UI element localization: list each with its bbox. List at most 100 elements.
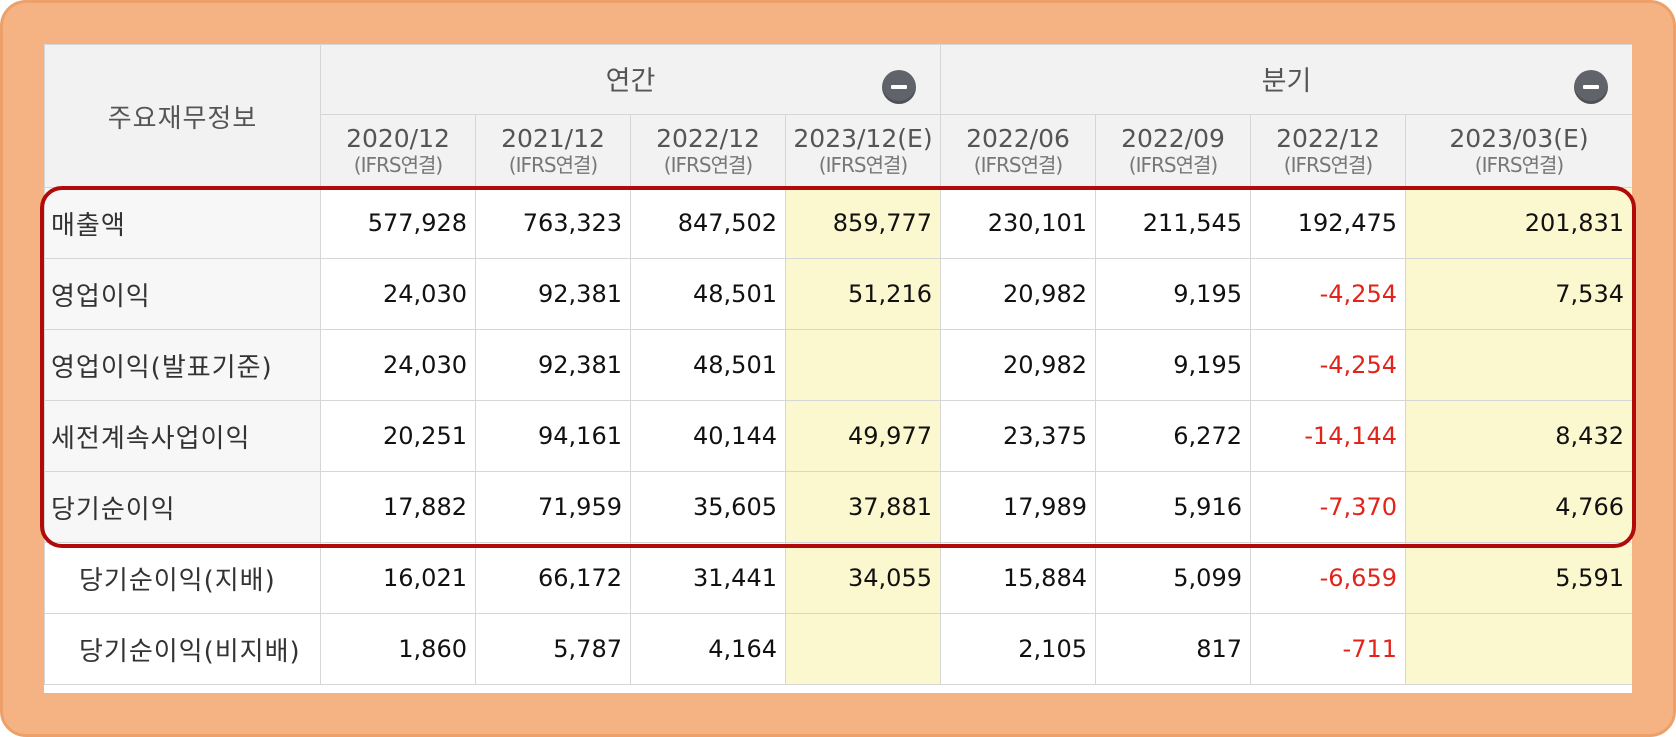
row-label: 세전계속사업이익 bbox=[44, 400, 321, 472]
value-cell: 5,591 bbox=[1405, 542, 1632, 614]
period-header: 2020/12 (IFRS연결) bbox=[320, 114, 476, 188]
value-cell: 1,860 bbox=[320, 613, 476, 685]
value-cell: 71,959 bbox=[475, 471, 631, 543]
value-cell: 94,161 bbox=[475, 400, 631, 472]
value-cell: 35,605 bbox=[630, 471, 786, 543]
value-cell: 24,030 bbox=[320, 329, 476, 401]
period-label: 2022/12 bbox=[1276, 124, 1380, 153]
group-label-annual: 연간 bbox=[605, 66, 656, 97]
value-cell: 48,501 bbox=[630, 258, 786, 330]
table-row: 당기순이익(지배) 16,021 66,172 31,441 34,055 15,884 5… bbox=[44, 542, 1632, 614]
value-cell: 5,916 bbox=[1095, 471, 1251, 543]
basis-label: (IFRS연결) bbox=[818, 153, 908, 177]
value-cell: -7,370 bbox=[1250, 471, 1406, 543]
period-header: 2022/12 (IFRS연결) bbox=[1250, 114, 1406, 188]
value-cell: 847,502 bbox=[630, 187, 786, 259]
value-cell: 201,831 bbox=[1405, 187, 1632, 259]
corner-header: 주요재무정보 bbox=[44, 44, 321, 188]
value-cell: 192,475 bbox=[1250, 187, 1406, 259]
period-header: 2022/06 (IFRS연결) bbox=[940, 114, 1096, 188]
value-cell bbox=[1405, 329, 1632, 401]
value-cell: 34,055 bbox=[785, 542, 941, 614]
period-header: 2023/03(E) (IFRS연결) bbox=[1405, 114, 1632, 188]
value-cell: 7,534 bbox=[1405, 258, 1632, 330]
group-header-quarterly: 분기 bbox=[940, 44, 1632, 115]
period-header: 2021/12 (IFRS연결) bbox=[475, 114, 631, 188]
period-label: 2020/12 bbox=[346, 124, 450, 153]
value-cell: 20,982 bbox=[940, 329, 1096, 401]
row-label: 매출액 bbox=[44, 187, 321, 259]
value-cell: 4,766 bbox=[1405, 471, 1632, 543]
value-cell: 9,195 bbox=[1095, 258, 1251, 330]
row-label: 당기순이익(비지배) bbox=[44, 613, 321, 685]
row-label: 영업이익(발표기준) bbox=[44, 329, 321, 401]
value-cell: 92,381 bbox=[475, 258, 631, 330]
period-header: 2023/12(E) (IFRS연결) bbox=[785, 114, 941, 188]
collapse-minus-icon[interactable] bbox=[882, 70, 916, 104]
group-label-quarterly: 분기 bbox=[1261, 66, 1312, 97]
value-cell: 31,441 bbox=[630, 542, 786, 614]
basis-label: (IFRS연결) bbox=[1128, 153, 1218, 177]
group-header-annual: 연간 bbox=[320, 44, 941, 115]
basis-label: (IFRS연결) bbox=[353, 153, 443, 177]
value-cell: 20,251 bbox=[320, 400, 476, 472]
value-cell: -14,144 bbox=[1250, 400, 1406, 472]
value-cell: 92,381 bbox=[475, 329, 631, 401]
period-header: 2022/09 (IFRS연결) bbox=[1095, 114, 1251, 188]
value-cell: 24,030 bbox=[320, 258, 476, 330]
period-label: 2023/12(E) bbox=[793, 124, 933, 153]
value-cell: 9,195 bbox=[1095, 329, 1251, 401]
value-cell: 15,884 bbox=[940, 542, 1096, 614]
period-label: 2021/12 bbox=[501, 124, 605, 153]
value-cell: 230,101 bbox=[940, 187, 1096, 259]
value-cell bbox=[1405, 613, 1632, 685]
value-cell: 4,164 bbox=[630, 613, 786, 685]
row-label: 영업이익 bbox=[44, 258, 321, 330]
value-cell: 5,099 bbox=[1095, 542, 1251, 614]
value-cell: 23,375 bbox=[940, 400, 1096, 472]
value-cell bbox=[785, 613, 941, 685]
period-header: 2022/12 (IFRS연결) bbox=[630, 114, 786, 188]
value-cell: 5,787 bbox=[475, 613, 631, 685]
value-cell: 49,977 bbox=[785, 400, 941, 472]
value-cell: 2,105 bbox=[940, 613, 1096, 685]
value-cell: 817 bbox=[1095, 613, 1251, 685]
value-cell: 16,021 bbox=[320, 542, 476, 614]
table-row: 영업이익(발표기준) 24,030 92,381 48,501 20,982 9,195-… bbox=[44, 329, 1632, 401]
period-label: 2022/09 bbox=[1121, 124, 1225, 153]
basis-label: (IFRS연결) bbox=[1283, 153, 1373, 177]
value-cell: 40,144 bbox=[630, 400, 786, 472]
period-label: 2022/06 bbox=[966, 124, 1070, 153]
value-cell: 859,777 bbox=[785, 187, 941, 259]
period-label: 2022/12 bbox=[656, 124, 760, 153]
basis-label: (IFRS연결) bbox=[973, 153, 1063, 177]
value-cell: -711 bbox=[1250, 613, 1406, 685]
value-cell bbox=[785, 329, 941, 401]
basis-label: (IFRS연결) bbox=[508, 153, 598, 177]
table-row: 세전계속사업이익 20,251 94,161 40,144 49,977 23,375 6,… bbox=[44, 400, 1632, 472]
financial-summary-sheet: 주요재무정보 연간 분기 2020/12 (IFRS연결) 2021/12 (IFRS… bbox=[44, 44, 1632, 693]
collapse-minus-icon[interactable] bbox=[1574, 70, 1608, 104]
value-cell: 51,216 bbox=[785, 258, 941, 330]
value-cell: 17,882 bbox=[320, 471, 476, 543]
value-cell: 48,501 bbox=[630, 329, 786, 401]
value-cell: 20,982 bbox=[940, 258, 1096, 330]
value-cell: 577,928 bbox=[320, 187, 476, 259]
value-cell: 763,323 bbox=[475, 187, 631, 259]
table-row: 당기순이익(비지배) 1,860 5,787 4,164 2,105 817 -711 bbox=[44, 613, 1632, 685]
table-body: 매출액 577,928 763,323 847,502 859,777 230,101 21… bbox=[44, 187, 1632, 685]
row-label: 당기순이익 bbox=[44, 471, 321, 543]
value-cell: 6,272 bbox=[1095, 400, 1251, 472]
basis-label: (IFRS연결) bbox=[663, 153, 753, 177]
basis-label: (IFRS연결) bbox=[1474, 153, 1564, 177]
value-cell: 37,881 bbox=[785, 471, 941, 543]
table-row: 매출액 577,928 763,323 847,502 859,777 230,101 21… bbox=[44, 187, 1632, 259]
value-cell: 211,545 bbox=[1095, 187, 1251, 259]
period-label: 2023/03(E) bbox=[1449, 124, 1589, 153]
value-cell: 17,989 bbox=[940, 471, 1096, 543]
value-cell: 66,172 bbox=[475, 542, 631, 614]
value-cell: -4,254 bbox=[1250, 329, 1406, 401]
row-label: 당기순이익(지배) bbox=[44, 542, 321, 614]
table-row: 영업이익 24,030 92,381 48,501 51,216 20,982 9,195-… bbox=[44, 258, 1632, 330]
value-cell: -4,254 bbox=[1250, 258, 1406, 330]
